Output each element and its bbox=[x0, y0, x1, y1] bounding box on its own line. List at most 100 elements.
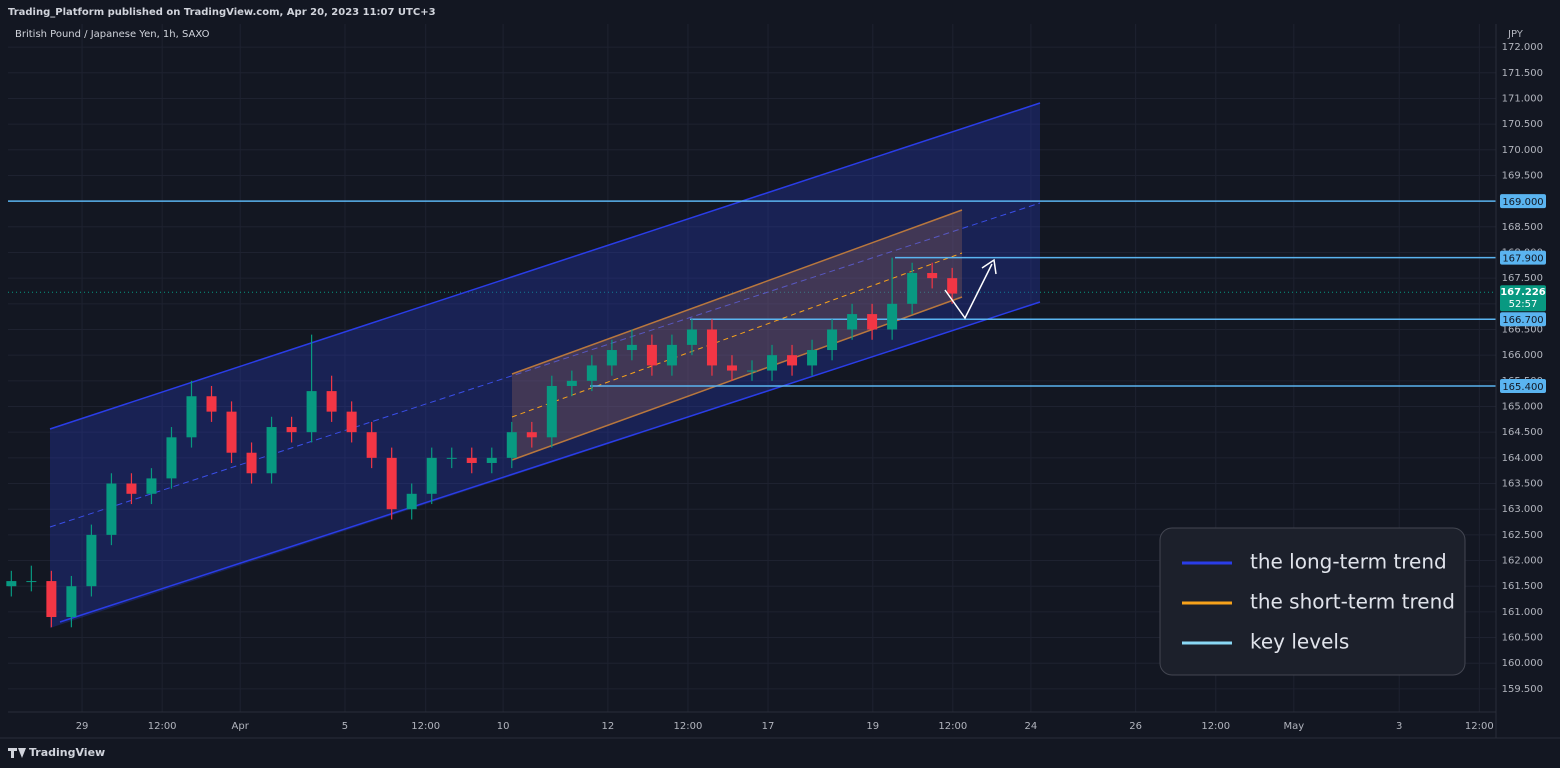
candle-body bbox=[486, 457, 497, 463]
x-tick-label: Apr bbox=[232, 721, 250, 732]
candle-body bbox=[346, 411, 357, 433]
x-tick-label: 5 bbox=[342, 721, 348, 732]
candle-body bbox=[366, 432, 377, 458]
legend: the long-term trend the short-term trend k… bbox=[1182, 550, 1455, 654]
x-tick-label: 17 bbox=[762, 721, 775, 732]
candle-body bbox=[306, 391, 317, 433]
candle-body bbox=[466, 457, 477, 463]
last-price-box bbox=[1500, 285, 1546, 312]
arrow-head bbox=[981, 258, 997, 275]
candle-body bbox=[386, 457, 397, 510]
x-tick-label: 12:00 bbox=[1201, 721, 1230, 732]
legend-label: the short-term trend bbox=[1250, 590, 1455, 614]
short-mid bbox=[511, 252, 963, 418]
forecast-arrow bbox=[944, 263, 993, 320]
level-label: 165.400 bbox=[1502, 382, 1543, 393]
y-tick-label: 161.500 bbox=[1502, 581, 1543, 592]
candle-body bbox=[947, 278, 958, 294]
candle-body bbox=[606, 350, 617, 366]
candle-body bbox=[426, 457, 437, 494]
y-tick-label: 160.000 bbox=[1502, 658, 1543, 669]
candle-body bbox=[546, 385, 557, 438]
y-tick-label: 161.000 bbox=[1502, 607, 1543, 618]
logo bbox=[8, 748, 26, 758]
x-tick-label: 26 bbox=[1129, 721, 1142, 732]
x-tick-label: 3 bbox=[1396, 721, 1402, 732]
symbol: British Pound / Japanese Yen, 1h, SAXO bbox=[15, 29, 210, 40]
candle-body bbox=[887, 303, 898, 330]
candle-body bbox=[767, 355, 778, 371]
level-label-box bbox=[1500, 194, 1546, 209]
candle-body bbox=[807, 350, 818, 366]
y-tick-label: 164.500 bbox=[1502, 427, 1543, 438]
candle-body bbox=[907, 273, 918, 304]
candle-body bbox=[506, 432, 517, 458]
y-tick-label: 164.000 bbox=[1502, 453, 1543, 464]
y-tick-label: 162.500 bbox=[1502, 530, 1543, 541]
legend-label: the long-term trend bbox=[1250, 550, 1447, 574]
x-tick-label: 12:00 bbox=[1465, 721, 1494, 732]
y-tick-label: 167.500 bbox=[1502, 273, 1543, 284]
candle-body bbox=[126, 483, 137, 494]
y-tick-label: 169.500 bbox=[1502, 170, 1543, 181]
y-tick-label: 166.500 bbox=[1502, 324, 1543, 335]
candle-body bbox=[166, 437, 177, 479]
candle-body bbox=[526, 432, 537, 438]
y-tick-label: 166.000 bbox=[1502, 350, 1543, 361]
candle-body bbox=[66, 586, 77, 618]
legend-label: key levels bbox=[1250, 630, 1349, 654]
candle-body bbox=[446, 457, 457, 459]
candle-body bbox=[266, 427, 277, 474]
candle-body bbox=[867, 314, 878, 330]
candle-body bbox=[666, 344, 677, 366]
x-tick-label: 24 bbox=[1025, 721, 1038, 732]
candle-body bbox=[226, 411, 237, 453]
candle-body bbox=[726, 365, 737, 371]
channel-mid bbox=[49, 202, 1041, 528]
header: Trading_Platform published on TradingVie… bbox=[8, 7, 436, 18]
y-tick-label: 159.500 bbox=[1502, 684, 1543, 695]
short-term-channel bbox=[512, 210, 962, 460]
candle-body bbox=[86, 534, 97, 587]
candle-body bbox=[206, 396, 217, 412]
countdown: 52:57 bbox=[1509, 299, 1538, 310]
y-tick-label: 160.500 bbox=[1502, 633, 1543, 644]
y-tick-label: 170.000 bbox=[1502, 145, 1543, 156]
level-label: 169.000 bbox=[1502, 197, 1543, 208]
x-tick-label: 29 bbox=[76, 721, 89, 732]
x-tick-label: 12:00 bbox=[411, 721, 440, 732]
y-tick-label: 171.000 bbox=[1502, 93, 1543, 104]
x-tick-label: 12:00 bbox=[938, 721, 967, 732]
candle-body bbox=[646, 344, 657, 366]
y-tick-label: 170.500 bbox=[1502, 119, 1543, 130]
candle-body bbox=[6, 581, 17, 587]
y-tick-label: 163.500 bbox=[1502, 479, 1543, 490]
candles bbox=[6, 257, 958, 628]
candle-body bbox=[827, 329, 838, 351]
level-label-box bbox=[1500, 250, 1546, 265]
brand: TradingView bbox=[29, 746, 105, 759]
level-label-box bbox=[1500, 312, 1546, 327]
x-tick-label: 19 bbox=[866, 721, 879, 732]
candle-body bbox=[626, 344, 637, 351]
candle-body bbox=[847, 314, 858, 330]
x-tick-label: 10 bbox=[497, 721, 510, 732]
candle-body bbox=[747, 370, 757, 372]
level-label-box bbox=[1500, 378, 1546, 393]
y-tick-label: 171.500 bbox=[1502, 68, 1543, 79]
last-price-label: 167.226 bbox=[1500, 287, 1546, 298]
candle-body bbox=[566, 380, 577, 386]
y-tick-label: 168.500 bbox=[1502, 222, 1543, 233]
candle-body bbox=[186, 396, 197, 438]
candle-body bbox=[787, 355, 798, 366]
short-lower bbox=[511, 296, 963, 461]
y-tick-label: 172.000 bbox=[1502, 42, 1543, 53]
y-tick-label: 163.000 bbox=[1502, 504, 1543, 515]
candle-body bbox=[246, 452, 257, 474]
x-tick-label: 12:00 bbox=[148, 721, 177, 732]
candle-body bbox=[286, 427, 297, 433]
y-tick-label: 162.000 bbox=[1502, 556, 1543, 567]
y-tick-label: 165.000 bbox=[1502, 402, 1543, 413]
short-upper bbox=[511, 209, 963, 375]
